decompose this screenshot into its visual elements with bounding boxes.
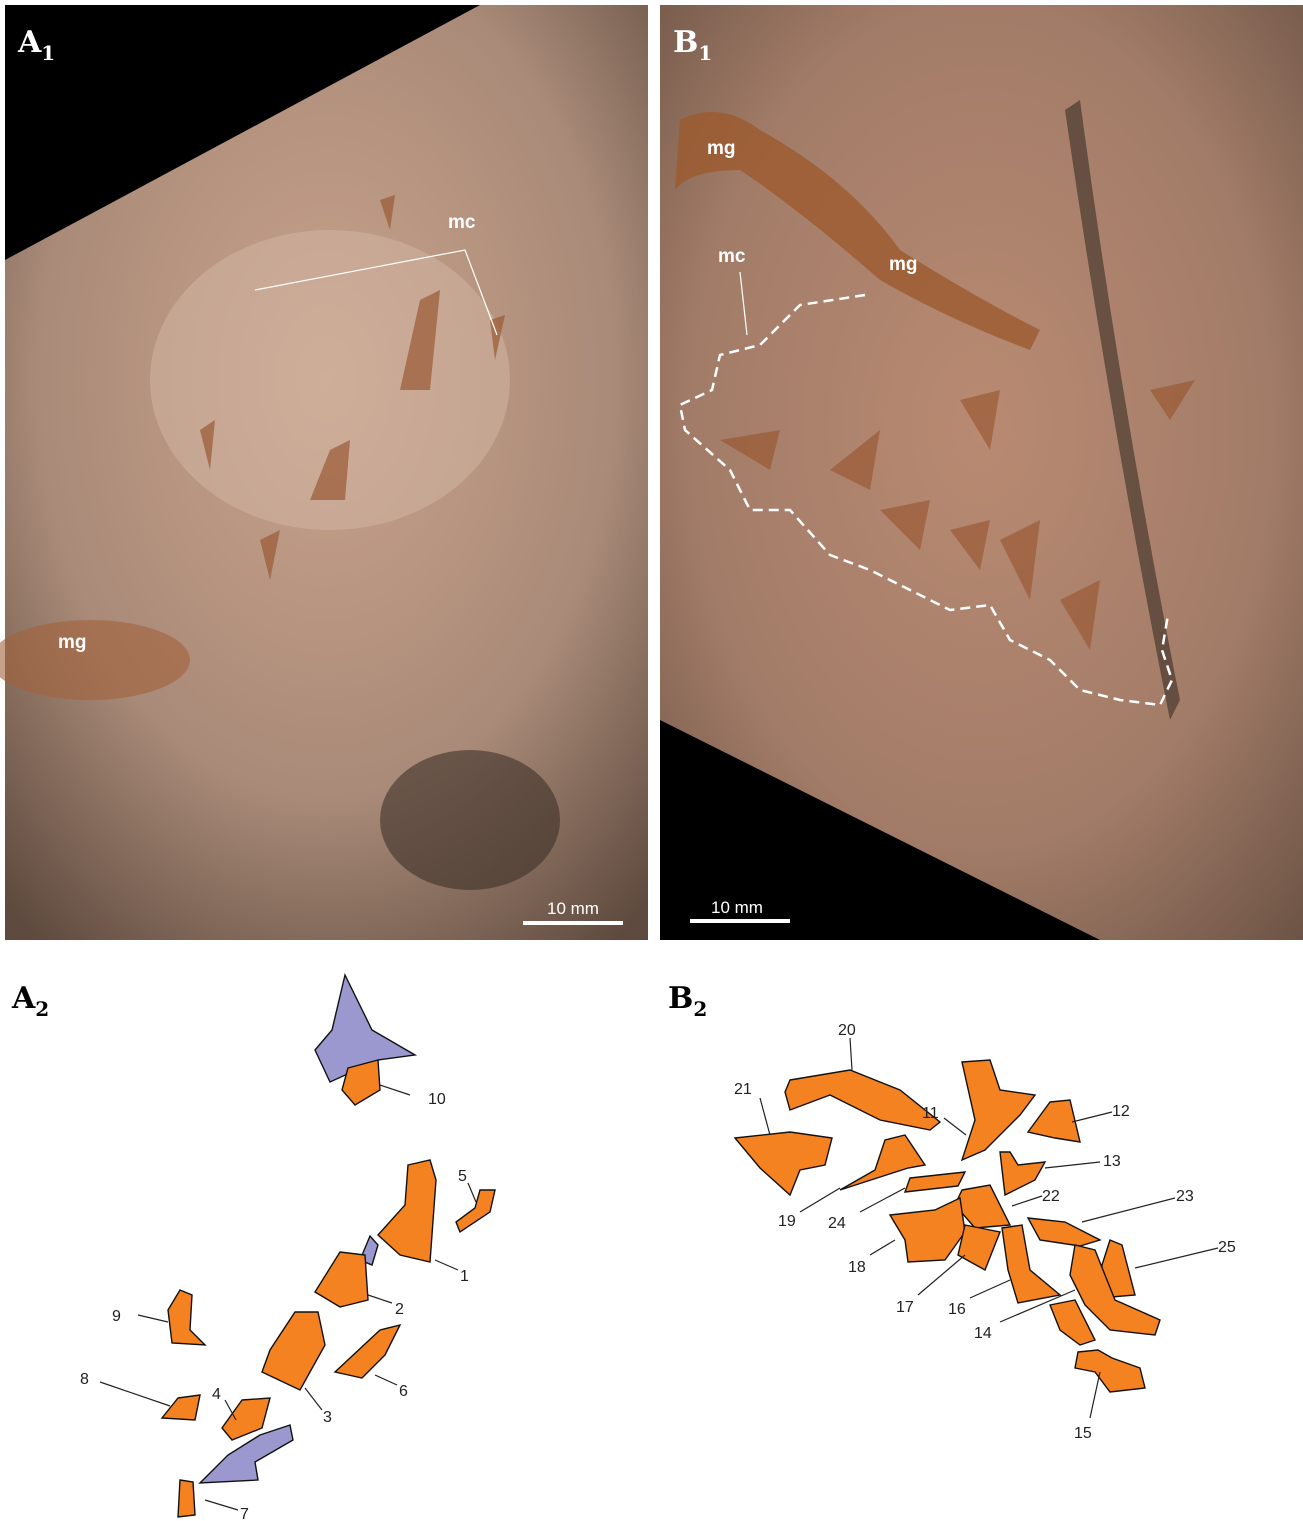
specimen-outline bbox=[1028, 1100, 1080, 1142]
leader-line bbox=[1012, 1196, 1042, 1206]
leader-line bbox=[1135, 1248, 1218, 1268]
shape: 1 bbox=[41, 41, 55, 65]
leader-line bbox=[1090, 1372, 1100, 1418]
specimen-outline bbox=[785, 1070, 940, 1130]
item-number: 5 bbox=[458, 1168, 467, 1185]
shape: B bbox=[673, 25, 698, 60]
item-number: 7 bbox=[240, 1506, 249, 1521]
item-number: 13 bbox=[1103, 1153, 1121, 1170]
specimen-outline bbox=[378, 1160, 436, 1262]
item-number: 22 bbox=[1042, 1188, 1060, 1205]
leader-lines bbox=[100, 1085, 476, 1510]
item-number: 15 bbox=[1074, 1425, 1092, 1442]
specimen-outline bbox=[262, 1312, 325, 1390]
specimen-outline bbox=[178, 1480, 195, 1517]
item-number: 24 bbox=[828, 1215, 846, 1232]
item-number: 19 bbox=[778, 1213, 796, 1230]
leader-line bbox=[305, 1388, 322, 1410]
figure: A1 mc mg 10 mm B1 mg mg mc 10 mm A2 10 1… bbox=[0, 0, 1303, 1521]
leader-line bbox=[760, 1098, 770, 1135]
item-number: 4 bbox=[212, 1386, 221, 1403]
item-number: 21 bbox=[734, 1081, 752, 1098]
shape: A bbox=[11, 981, 36, 1016]
specimen-outline bbox=[1075, 1350, 1145, 1392]
specimen-outline bbox=[335, 1325, 400, 1378]
shape: B bbox=[668, 981, 693, 1016]
item-number: 2 bbox=[395, 1301, 404, 1318]
leader-line bbox=[468, 1183, 476, 1202]
specimen-outline bbox=[1000, 1152, 1045, 1195]
item-number: 9 bbox=[112, 1308, 121, 1325]
item-number: 17 bbox=[896, 1299, 914, 1316]
item-number: 16 bbox=[948, 1301, 966, 1318]
leader-line bbox=[870, 1240, 895, 1255]
shape: 2 bbox=[35, 997, 49, 1021]
specimen-outline bbox=[962, 1060, 1035, 1160]
specimen-outline bbox=[905, 1172, 965, 1192]
panel-label: B2 bbox=[668, 981, 707, 1021]
specimen-outline bbox=[456, 1190, 495, 1232]
shape: 1 bbox=[698, 41, 712, 65]
leader-line bbox=[368, 1295, 392, 1303]
leader-line bbox=[1045, 1162, 1100, 1168]
leader-line bbox=[970, 1280, 1010, 1298]
shape bbox=[380, 750, 560, 890]
drawing-b2: B2 20 21 11 12 13 19 24 22 23 18 25 17 1… bbox=[668, 981, 1236, 1442]
specimen-outline bbox=[890, 1198, 965, 1262]
item-number: 3 bbox=[323, 1409, 332, 1426]
annotation: mc bbox=[448, 212, 476, 233]
item-number: 20 bbox=[838, 1022, 856, 1039]
item-number: 10 bbox=[428, 1091, 446, 1108]
specimen-outline bbox=[1028, 1218, 1100, 1246]
annotation: mg bbox=[58, 632, 87, 653]
item-number: 6 bbox=[399, 1383, 408, 1400]
specimen-outline bbox=[162, 1395, 200, 1420]
leader-line bbox=[1072, 1112, 1112, 1122]
leader-line bbox=[860, 1188, 905, 1212]
annotation: mc bbox=[718, 246, 746, 267]
leader-line bbox=[138, 1315, 168, 1322]
leader-line bbox=[435, 1260, 458, 1270]
leader-line bbox=[1082, 1198, 1175, 1222]
shape: A bbox=[17, 25, 42, 60]
drawing-a2: A2 10 1 5 2 9 3 6 4 8 7 bbox=[11, 975, 495, 1521]
item-number: 8 bbox=[80, 1371, 89, 1388]
annotation: mg bbox=[889, 254, 918, 275]
photo-a1: A1 mc mg 10 mm bbox=[0, 5, 648, 940]
specimen-outline bbox=[168, 1290, 205, 1345]
item-number: 1 bbox=[460, 1268, 469, 1285]
item-number: 25 bbox=[1218, 1239, 1236, 1256]
leader-line bbox=[800, 1188, 840, 1212]
scale-label: 10 mm bbox=[547, 899, 599, 918]
panel-label: A2 bbox=[11, 981, 49, 1021]
shape: 2 bbox=[693, 997, 707, 1021]
leader-line bbox=[100, 1382, 170, 1406]
leader-line bbox=[375, 1375, 397, 1385]
item-number: 18 bbox=[848, 1259, 866, 1276]
scale-label: 10 mm bbox=[711, 898, 763, 917]
specimen-outline bbox=[735, 1132, 832, 1195]
annotation: mg bbox=[707, 138, 736, 159]
item-number: 11 bbox=[922, 1105, 939, 1122]
specimen-outline bbox=[958, 1225, 1000, 1270]
specimen-outline bbox=[315, 1252, 368, 1307]
leader-line bbox=[380, 1085, 410, 1095]
photo-b1: B1 mg mg mc 10 mm bbox=[660, 5, 1303, 940]
leader-line bbox=[944, 1118, 966, 1135]
item-number: 14 bbox=[974, 1325, 992, 1342]
item-number: 23 bbox=[1176, 1188, 1194, 1205]
leader-line bbox=[850, 1038, 852, 1070]
item-number: 12 bbox=[1112, 1103, 1130, 1120]
leader-line bbox=[205, 1500, 238, 1510]
